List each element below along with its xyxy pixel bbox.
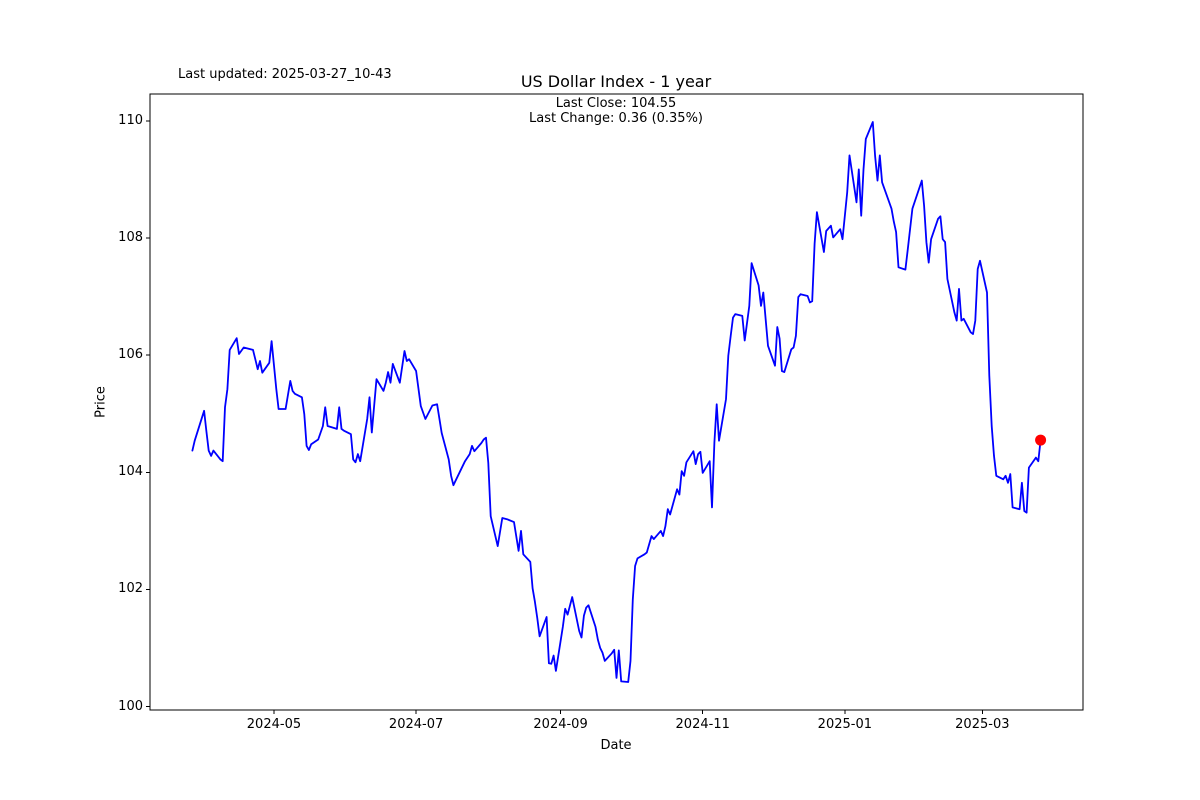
y-tick-label: 102	[118, 581, 143, 597]
x-tick-label: 2024-11	[675, 717, 730, 732]
x-axis-label: Date	[600, 738, 632, 753]
chart-title: US Dollar Index - 1 year	[520, 72, 712, 91]
last-change-annotation: Last Change: 0.36 (0.35%)	[528, 111, 704, 126]
last-close-annotation: Last Close: 104.55	[555, 96, 677, 111]
y-tick-label: 104	[118, 464, 143, 480]
axes-frame	[149, 93, 1084, 711]
y-tick-label: 106	[118, 347, 143, 363]
y-tick-label: 108	[118, 229, 143, 245]
x-tick-label: 2024-07	[388, 717, 444, 732]
x-tick-label: 2024-05	[246, 717, 302, 732]
last-updated-annotation: Last updated: 2025-03-27_10-43	[178, 67, 392, 82]
y-tick-label: 100	[118, 698, 143, 714]
price-line	[191, 121, 1042, 683]
y-tick-label: 110	[118, 112, 143, 128]
x-tick-label: 2025-03	[955, 717, 1010, 732]
y-axis-label: Price	[93, 386, 109, 418]
x-tick-label: 2025-01	[817, 717, 873, 732]
last-price-marker-dot	[1035, 434, 1047, 446]
x-tick-label: 2024-09	[533, 717, 588, 732]
